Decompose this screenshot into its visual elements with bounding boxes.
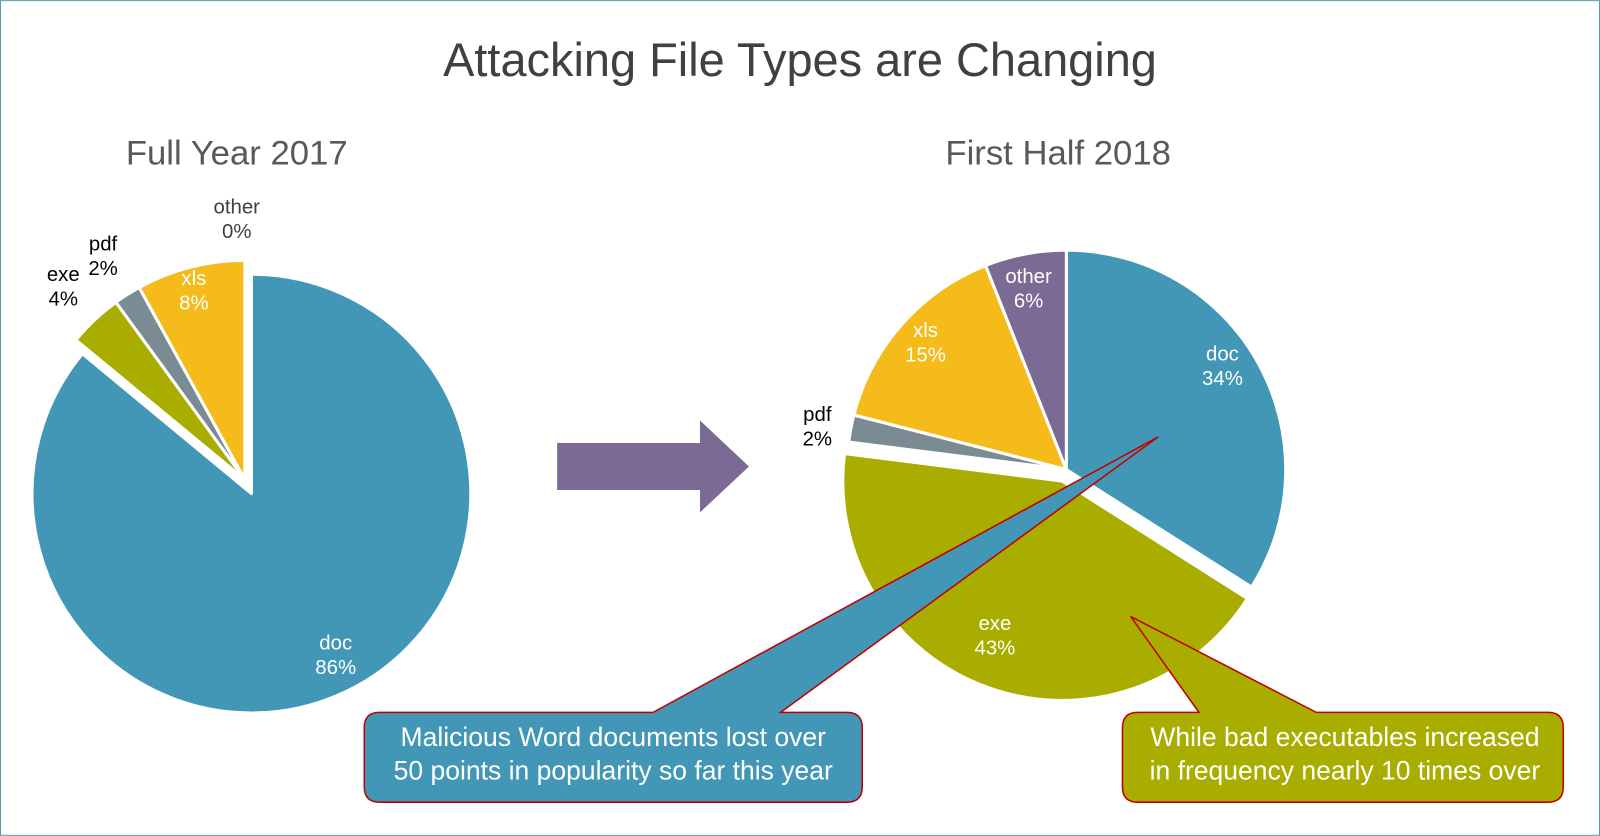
callout bbox=[363, 436, 1159, 803]
callout-text: While bad executables increased bbox=[1150, 722, 1539, 752]
pie-slice bbox=[984, 248, 1068, 472]
slice-label: other bbox=[213, 197, 260, 219]
callout bbox=[1121, 615, 1565, 803]
value-label: 43% bbox=[974, 638, 1015, 660]
value-label: 8% bbox=[179, 293, 208, 315]
chart-title: First Half 2018 bbox=[945, 134, 1171, 172]
slice-label: xls bbox=[181, 268, 206, 290]
value-label: 6% bbox=[1014, 291, 1043, 313]
value-label: 2% bbox=[803, 428, 832, 450]
slice-label: xls bbox=[913, 320, 938, 342]
value-label: 34% bbox=[1202, 368, 1243, 390]
callout-text: 50 points in popularity so far this year bbox=[394, 756, 833, 786]
pie-slice bbox=[852, 264, 1068, 472]
slice-label: exe bbox=[978, 613, 1011, 635]
slice-label: exe bbox=[47, 264, 80, 286]
slice-label: pdf bbox=[803, 404, 832, 426]
value-label: 86% bbox=[315, 657, 356, 679]
value-label: 15% bbox=[905, 345, 946, 367]
callout-text: in frequency nearly 10 times over bbox=[1150, 756, 1541, 786]
slice-label: pdf bbox=[89, 233, 118, 255]
pie-slice bbox=[137, 258, 247, 482]
value-label: 2% bbox=[88, 258, 117, 280]
arrow bbox=[557, 420, 749, 513]
value-label: 4% bbox=[49, 289, 78, 311]
slice-label: other bbox=[1005, 266, 1052, 288]
pie-slice bbox=[30, 272, 473, 715]
value-label: 0% bbox=[222, 221, 251, 243]
chart-title: Full Year 2017 bbox=[126, 134, 348, 172]
slide-title: Attacking File Types are Changing bbox=[443, 34, 1157, 86]
slice-label: doc bbox=[319, 632, 352, 654]
callout-text: Malicious Word documents lost over bbox=[401, 722, 827, 752]
slice-label: doc bbox=[1206, 344, 1239, 366]
pie-slice bbox=[1064, 248, 1288, 589]
